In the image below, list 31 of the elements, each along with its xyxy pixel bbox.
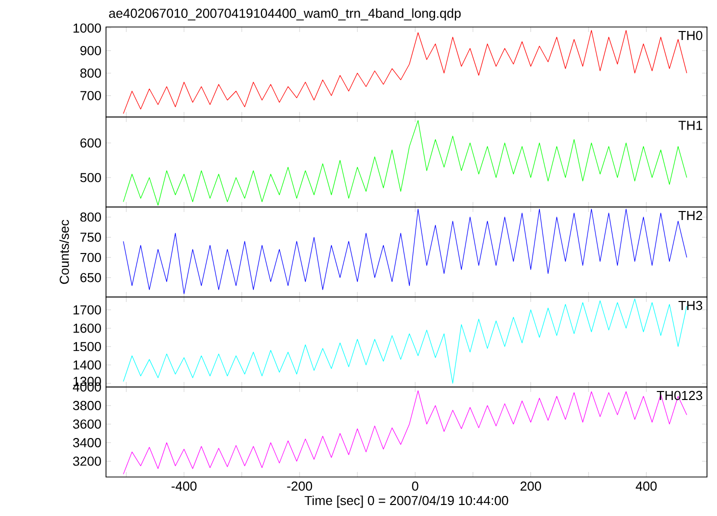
y-tick-label: 800 — [80, 68, 101, 78]
y-tick-label: 3800 — [73, 400, 101, 410]
series-label: TH3 — [678, 300, 702, 310]
y-tick-label: 1500 — [74, 342, 101, 352]
y-tick-label: 1600 — [74, 324, 101, 333]
series-label: TH0123 — [656, 390, 702, 400]
x-tick-label: 0 — [412, 482, 418, 491]
series-label: TH2 — [678, 210, 702, 220]
y-tick-label: 650 — [80, 273, 101, 282]
x-tick-label: -200 — [287, 482, 312, 491]
y-tick-label: 3400 — [73, 438, 101, 448]
series-label: TH0 — [678, 30, 702, 40]
x-tick-label: 200 — [520, 482, 542, 491]
y-tick-label: 600 — [80, 138, 101, 148]
y-tick-label: 700 — [80, 252, 101, 262]
y-tick-label: 700 — [80, 91, 101, 100]
y-tick-label: 800 — [80, 212, 101, 222]
x-axis-title: Time [sec] 0 = 2007/04/19 10:44:00 — [304, 496, 508, 508]
y-tick-label: 900 — [80, 46, 101, 56]
y-tick-label: 3600 — [73, 419, 101, 429]
y-tick-label: 750 — [80, 232, 101, 242]
y-tick-label: 3200 — [73, 456, 101, 466]
x-tick-label: -400 — [172, 482, 197, 491]
x-tick-label: 400 — [636, 482, 657, 491]
series-label: TH1 — [678, 120, 702, 130]
y-axis-title: Counts/sec — [59, 220, 69, 284]
y-tick-label: 500 — [80, 172, 101, 182]
y-tick-label: 1000 — [74, 24, 101, 33]
y-tick-label: 1700 — [74, 305, 101, 314]
y-tick-label: 1400 — [74, 360, 101, 370]
chart-title: ae402067010_20070419104400_wam0_trn_4band_long.qdp — [109, 8, 461, 20]
